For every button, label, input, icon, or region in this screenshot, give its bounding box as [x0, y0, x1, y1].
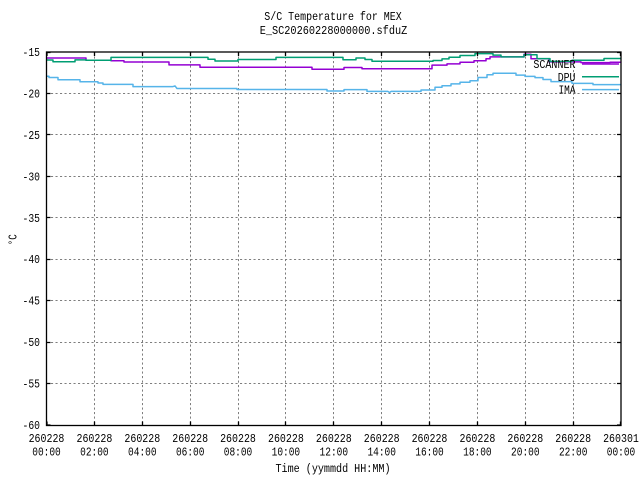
svg-text:16:00: 16:00 [415, 446, 444, 460]
svg-text:260228: 260228 [220, 432, 256, 446]
svg-text:10:00: 10:00 [272, 446, 301, 460]
svg-text:14:00: 14:00 [367, 446, 396, 460]
svg-text:260228: 260228 [124, 432, 160, 446]
svg-text:260228: 260228 [172, 432, 208, 446]
svg-text:260228: 260228 [412, 432, 448, 446]
svg-text:-55: -55 [23, 378, 41, 392]
svg-text:-60: -60 [23, 419, 41, 433]
svg-text:260228: 260228 [316, 432, 352, 446]
svg-text:Time (yymmdd HH:MM): Time (yymmdd HH:MM) [276, 462, 391, 476]
svg-text:-30: -30 [23, 170, 41, 184]
svg-text:20:00: 20:00 [511, 446, 540, 460]
svg-text:S/C Temperature for MEX: S/C Temperature for MEX [264, 10, 402, 24]
svg-text:12:00: 12:00 [320, 446, 349, 460]
svg-text:E_SC20260228000000.sfduZ: E_SC20260228000000.sfduZ [260, 24, 408, 38]
svg-text:°C: °C [7, 234, 21, 245]
svg-text:00:00: 00:00 [32, 446, 61, 460]
svg-text:260301: 260301 [603, 432, 639, 446]
svg-text:260228: 260228 [460, 432, 496, 446]
svg-text:260228: 260228 [29, 432, 65, 446]
svg-text:260228: 260228 [555, 432, 591, 446]
svg-text:06:00: 06:00 [176, 446, 205, 460]
svg-text:22:00: 22:00 [559, 446, 588, 460]
svg-text:-35: -35 [23, 212, 41, 226]
svg-text:260228: 260228 [507, 432, 543, 446]
svg-text:260228: 260228 [364, 432, 400, 446]
svg-text:-45: -45 [23, 295, 41, 309]
svg-text:-20: -20 [23, 87, 41, 101]
svg-text:-25: -25 [23, 129, 41, 143]
svg-text:-50: -50 [23, 336, 41, 350]
svg-text:00:00: 00:00 [607, 446, 636, 460]
svg-text:-40: -40 [23, 253, 41, 267]
svg-text:SCANNER: SCANNER [533, 58, 576, 72]
svg-text:260228: 260228 [268, 432, 304, 446]
svg-text:02:00: 02:00 [80, 446, 109, 460]
svg-text:08:00: 08:00 [224, 446, 253, 460]
svg-text:-15: -15 [23, 46, 41, 60]
svg-text:260228: 260228 [77, 432, 113, 446]
svg-text:04:00: 04:00 [128, 446, 157, 460]
svg-text:IMA: IMA [559, 84, 576, 98]
svg-text:DPU: DPU [558, 71, 576, 85]
svg-text:18:00: 18:00 [463, 446, 492, 460]
